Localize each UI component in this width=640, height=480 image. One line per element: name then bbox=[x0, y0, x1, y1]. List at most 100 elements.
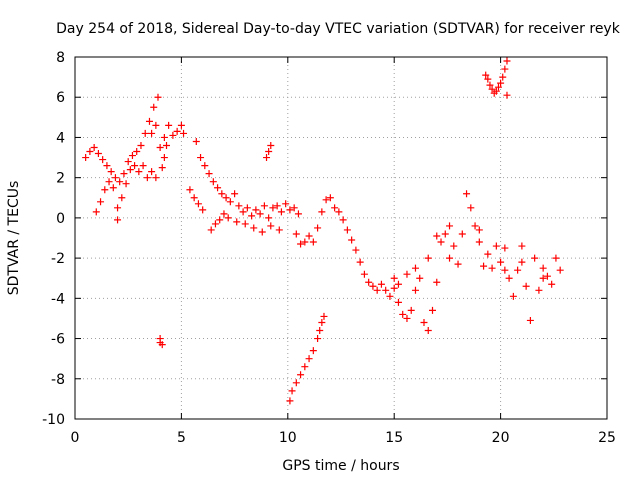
data-point bbox=[539, 274, 547, 282]
data-point bbox=[90, 144, 98, 151]
data-point bbox=[318, 208, 326, 216]
data-point bbox=[501, 65, 509, 73]
data-point bbox=[301, 363, 309, 371]
data-point bbox=[552, 254, 560, 262]
data-point bbox=[139, 162, 147, 170]
data-point bbox=[488, 264, 496, 272]
data-point bbox=[269, 204, 277, 212]
data-point bbox=[265, 214, 273, 222]
data-point bbox=[497, 258, 505, 266]
data-point bbox=[156, 335, 164, 343]
data-point bbox=[454, 260, 462, 268]
data-point bbox=[501, 266, 509, 274]
axis-ticks: 0 5 10 15 20 25 -10 -8 -6 -4 -2 0 2 4 6 8 bbox=[42, 50, 616, 446]
data-point bbox=[248, 212, 256, 220]
data-point bbox=[256, 210, 264, 218]
data-point bbox=[407, 306, 415, 314]
data-point bbox=[377, 280, 385, 288]
data-point bbox=[252, 206, 260, 214]
data-point bbox=[420, 318, 428, 326]
data-point bbox=[126, 166, 134, 174]
data-point bbox=[160, 154, 168, 162]
data-point bbox=[116, 178, 124, 186]
data-point bbox=[143, 174, 151, 182]
data-point bbox=[320, 312, 328, 320]
y-tick-label: -10 bbox=[42, 412, 65, 428]
data-point bbox=[120, 170, 128, 178]
data-point bbox=[82, 154, 90, 162]
data-point bbox=[152, 121, 160, 129]
data-point bbox=[335, 208, 343, 216]
data-point bbox=[99, 156, 107, 164]
data-point bbox=[158, 164, 166, 172]
data-point bbox=[152, 174, 160, 182]
data-point bbox=[235, 202, 243, 210]
data-point bbox=[463, 190, 471, 198]
data-point bbox=[131, 162, 139, 170]
x-tick-label: 0 bbox=[71, 430, 80, 446]
data-point bbox=[399, 310, 407, 318]
data-point bbox=[156, 144, 164, 151]
data-point bbox=[158, 341, 166, 349]
data-point bbox=[518, 258, 526, 266]
data-point bbox=[243, 204, 251, 212]
x-tick-label: 10 bbox=[279, 430, 297, 446]
data-point bbox=[201, 162, 209, 170]
data-point bbox=[386, 292, 394, 300]
data-point bbox=[518, 242, 526, 250]
y-axis-label: SDTVAR / TECUs bbox=[6, 181, 22, 296]
data-point bbox=[114, 216, 122, 224]
y-tick-label: -6 bbox=[51, 332, 65, 348]
chart-title: Day 254 of 2018, Sidereal Day-to-day VTE… bbox=[56, 21, 621, 37]
data-point bbox=[150, 103, 158, 111]
data-point bbox=[348, 236, 356, 244]
data-point bbox=[122, 180, 130, 188]
data-point bbox=[352, 246, 360, 254]
data-point bbox=[288, 387, 296, 395]
data-point bbox=[526, 316, 534, 324]
data-point bbox=[403, 314, 411, 322]
data-point bbox=[548, 280, 556, 288]
data-point bbox=[433, 232, 441, 240]
data-point bbox=[326, 194, 334, 202]
data-point bbox=[424, 327, 432, 335]
data-point bbox=[258, 228, 266, 236]
x-tick-label: 5 bbox=[177, 430, 186, 446]
data-point bbox=[305, 355, 313, 363]
y-tick-label: 6 bbox=[56, 90, 65, 106]
data-point bbox=[492, 242, 500, 250]
data-point bbox=[482, 71, 490, 79]
data-point bbox=[403, 270, 411, 278]
x-tick-label: 20 bbox=[492, 430, 510, 446]
data-point bbox=[133, 148, 141, 156]
data-point bbox=[297, 371, 305, 379]
data-point bbox=[394, 298, 402, 306]
data-points bbox=[82, 57, 564, 405]
data-point bbox=[250, 224, 258, 232]
data-point bbox=[492, 87, 500, 95]
y-tick-label: 4 bbox=[56, 130, 65, 146]
data-point bbox=[239, 208, 247, 216]
data-point bbox=[314, 224, 322, 232]
data-point bbox=[86, 148, 94, 156]
data-point bbox=[450, 242, 458, 250]
x-axis-label: GPS time / hours bbox=[282, 458, 399, 474]
data-point bbox=[135, 168, 143, 176]
data-point bbox=[109, 184, 117, 192]
data-point bbox=[128, 152, 136, 160]
data-point bbox=[441, 230, 449, 238]
y-tick-label: -8 bbox=[51, 372, 65, 388]
data-point bbox=[226, 198, 234, 206]
data-point bbox=[297, 240, 305, 248]
y-tick-label: 8 bbox=[56, 50, 65, 66]
data-point bbox=[499, 73, 507, 81]
data-point bbox=[267, 222, 275, 230]
plot-frame bbox=[74, 56, 608, 420]
data-point bbox=[556, 266, 564, 274]
data-point bbox=[173, 127, 181, 135]
data-point bbox=[197, 154, 205, 162]
data-point bbox=[394, 280, 402, 288]
data-point bbox=[211, 220, 219, 228]
data-point bbox=[309, 238, 317, 246]
